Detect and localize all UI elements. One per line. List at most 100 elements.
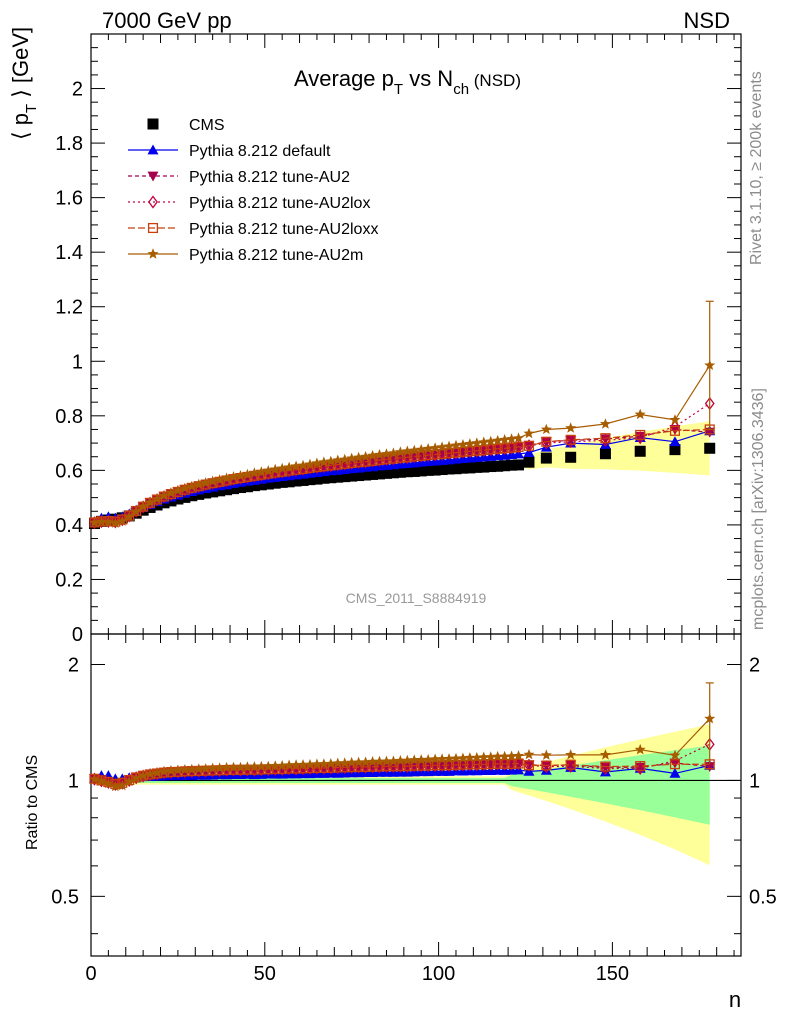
data-point	[283, 476, 295, 488]
y-tick-label: 1.4	[55, 242, 83, 264]
data-point	[669, 414, 681, 425]
data-point	[318, 472, 330, 484]
main-panel: 0 0.2 0.4 0.6 0.8 1 1.2 1.4 1.6 1.8 2 Average pT v…	[8, 27, 742, 646]
ratio-point	[599, 762, 611, 773]
data-point	[457, 439, 469, 450]
x-tick-label: 0	[85, 963, 96, 985]
data-point	[478, 461, 490, 473]
data-point	[523, 427, 535, 439]
data-point	[669, 425, 681, 436]
data-point	[234, 482, 246, 494]
ratio-plot-frame	[90, 633, 742, 957]
ratio-point	[374, 755, 385, 767]
ratio-point	[565, 759, 576, 770]
y-tick-label: 0.2	[55, 569, 83, 591]
ratio-point	[193, 763, 205, 774]
ratio-point	[457, 752, 469, 763]
data-point	[228, 483, 240, 495]
data-point	[269, 463, 281, 475]
y-tick-label: 0	[72, 624, 83, 646]
data-point	[360, 451, 372, 462]
data-point	[450, 447, 462, 458]
data-point	[297, 459, 309, 471]
data-point	[485, 444, 496, 455]
data-point	[276, 462, 288, 474]
legend-label: Pythia 8.212 tune-AU2loxx	[189, 221, 378, 238]
data-point	[290, 460, 302, 471]
data-point	[346, 470, 358, 482]
data-point	[401, 466, 413, 478]
data-point	[634, 408, 646, 420]
ratio-point	[235, 761, 246, 773]
data-point	[214, 485, 226, 497]
ratio-point	[276, 760, 288, 771]
data-point	[704, 427, 716, 438]
data-point	[248, 467, 260, 478]
ratio-point	[255, 760, 267, 772]
ratio-point	[436, 753, 448, 764]
data-point	[387, 447, 399, 458]
data-point	[540, 423, 552, 435]
x-tick-label: 50	[254, 963, 276, 985]
data-point	[380, 467, 392, 479]
ratio-point	[290, 759, 302, 770]
data-point	[200, 477, 212, 488]
ratio-point	[485, 759, 496, 770]
ratio-point	[523, 748, 535, 760]
data-point	[523, 440, 535, 451]
ratio-point	[485, 751, 497, 762]
data-point	[524, 439, 534, 453]
legend-item: CMS	[147, 117, 225, 134]
data-point	[408, 465, 420, 477]
ratio-point	[506, 750, 518, 761]
data-point	[339, 453, 351, 465]
ratio-point	[599, 749, 611, 760]
ratio-point	[541, 760, 552, 771]
ratio-point	[523, 760, 535, 771]
data-point	[165, 487, 177, 498]
data-point	[408, 444, 420, 456]
data-point	[297, 474, 309, 486]
data-point	[704, 442, 716, 454]
data-point	[123, 511, 135, 522]
data-point	[235, 470, 246, 481]
ratio-point	[130, 772, 142, 783]
data-point	[523, 456, 535, 468]
data-point	[207, 475, 219, 486]
y-tick-label: 0.6	[55, 460, 83, 482]
legend-marker	[147, 248, 159, 259]
ratio-point	[478, 751, 490, 762]
data-point	[241, 468, 253, 480]
data-point	[443, 463, 455, 475]
ratio-point	[123, 775, 135, 787]
ratio-y-tick-label-right: 1	[749, 770, 760, 792]
data-point	[478, 436, 490, 447]
data-point	[565, 422, 577, 433]
data-point	[360, 469, 372, 481]
data-point	[283, 461, 295, 472]
data-point	[394, 446, 406, 457]
ratio-point	[325, 758, 337, 769]
data-point	[346, 452, 358, 463]
ratio-y-tick-label-right: 2	[749, 654, 760, 676]
data-point	[353, 451, 365, 463]
data-point	[478, 445, 489, 456]
data-point	[130, 505, 142, 517]
data-point	[339, 471, 351, 483]
data-point	[471, 437, 483, 448]
data-point	[311, 473, 323, 485]
data-point	[565, 435, 577, 446]
data-point	[540, 452, 552, 464]
main-y-tick-labels: 0 0.2 0.4 0.6 0.8 1 1.2 1.4 1.6 1.8 2	[55, 79, 83, 646]
ratio-point	[401, 754, 413, 766]
ratio-point	[464, 752, 476, 763]
legend-item: Pythia 8.212 tune-AU2m	[128, 247, 363, 264]
ratio-point	[186, 763, 198, 775]
main-axis-ticks	[90, 33, 741, 635]
ratio-point	[332, 757, 344, 768]
legend-marker	[147, 222, 159, 234]
ratio-point	[492, 758, 503, 769]
data-point	[207, 486, 219, 498]
data-point	[179, 482, 191, 493]
ratio-point	[269, 760, 281, 771]
